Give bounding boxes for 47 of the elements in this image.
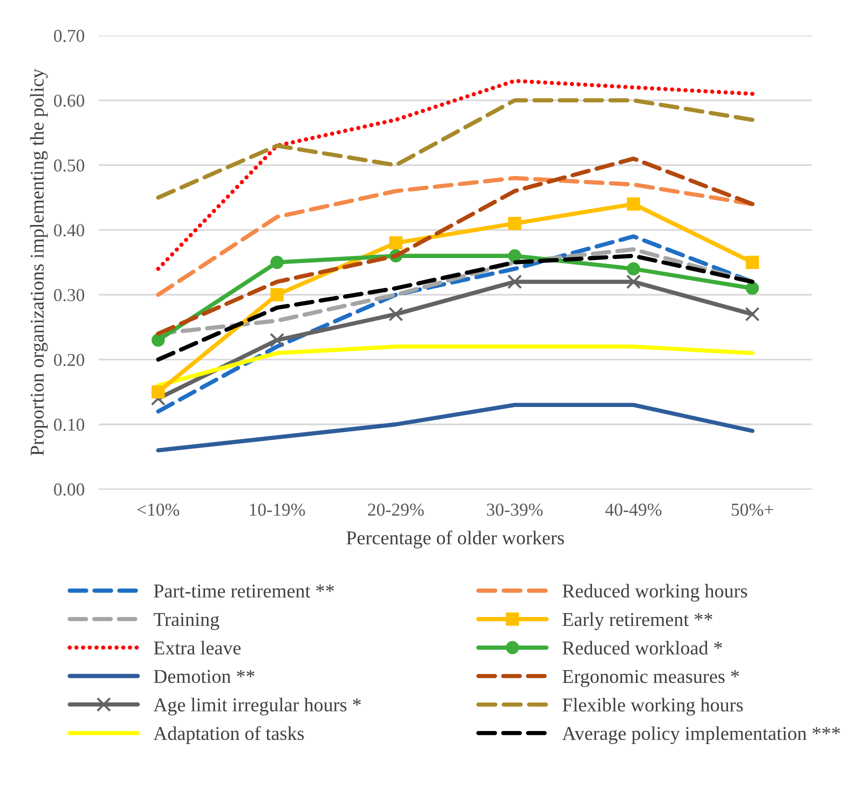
line-series xyxy=(156,402,754,452)
x-tick-label: 40-49% xyxy=(605,504,662,516)
legend-label: Reduced working hours xyxy=(562,584,748,602)
point xyxy=(507,274,522,290)
legend-label: Extra leave xyxy=(154,640,241,655)
point xyxy=(626,262,640,276)
x-tick-label: 50%+ xyxy=(732,504,774,516)
y-tick-label: 0.20 xyxy=(54,354,84,366)
legend-label: Age limit irregular hours * xyxy=(154,698,361,716)
legend-label: Reduced workload * xyxy=(562,640,722,655)
point xyxy=(508,216,522,230)
point xyxy=(388,306,404,322)
y-tick-label: 0.30 xyxy=(54,289,84,302)
point xyxy=(389,236,402,250)
point xyxy=(152,385,165,399)
legend-label: Flexible working hours xyxy=(562,698,743,716)
y-tick-label: 0.70 xyxy=(54,30,84,42)
point xyxy=(746,256,759,269)
y-tick-label: 0.40 xyxy=(54,224,84,236)
x-axis-title: Percentage of older workers xyxy=(346,530,564,548)
legend-label: Demotion ** xyxy=(154,670,254,683)
legend-label: Average policy implementation *** xyxy=(562,726,840,744)
y-tick-label: 0.50 xyxy=(54,159,84,172)
point xyxy=(508,249,522,262)
line-series xyxy=(156,78,754,271)
y-tick-label: 0.60 xyxy=(54,94,84,107)
point xyxy=(746,282,759,295)
x-tick-label: 20-29% xyxy=(368,504,424,516)
legend-label: Early retirement ** xyxy=(562,612,712,630)
legend-label: Part-time retirement ** xyxy=(154,584,334,598)
legend-label: Ergonomic measures * xyxy=(562,670,739,688)
point xyxy=(270,256,284,269)
point xyxy=(270,288,284,302)
point xyxy=(152,334,165,347)
point xyxy=(270,332,284,348)
line-series xyxy=(156,98,754,200)
legend-label: Adaptation of tasks xyxy=(154,726,304,744)
y-tick-label: 0.00 xyxy=(54,483,84,496)
point xyxy=(626,197,640,211)
y-tick-label: 0.10 xyxy=(54,418,84,431)
point xyxy=(626,274,641,290)
x-tick-label: <10% xyxy=(137,504,180,516)
legend-label: Training xyxy=(154,612,220,630)
x-tick-label: 30-39% xyxy=(486,504,543,516)
point xyxy=(745,306,760,322)
y-axis-title: Proportion organizations implementing the policy xyxy=(30,68,48,456)
x-tick-label: 10-19% xyxy=(250,504,305,516)
